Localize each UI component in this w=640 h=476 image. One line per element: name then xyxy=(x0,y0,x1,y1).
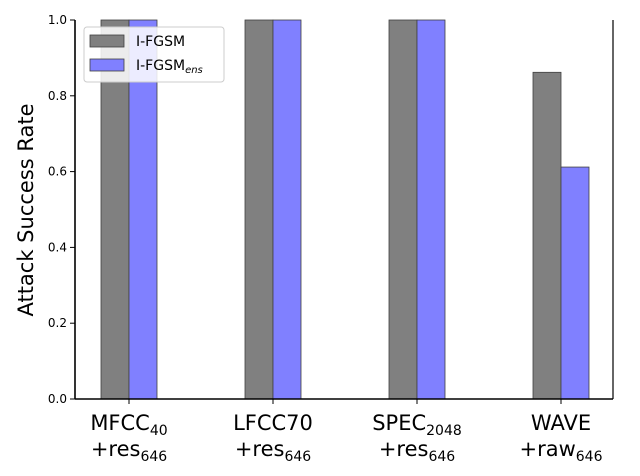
bar-ifgsm-0 xyxy=(100,19,130,400)
bar-ifgsm-1 xyxy=(244,19,274,400)
y-tick-label: 0.6 xyxy=(48,165,67,179)
y-tick-label: 1.0 xyxy=(48,13,67,27)
legend-label-1: I-FGSMens xyxy=(136,58,203,76)
legend-swatch-0 xyxy=(89,34,125,48)
x-axis-ticks: MFCC40+res646LFCC70+res646SPEC2048+res64… xyxy=(90,399,603,465)
x-tick-label-line1: LFCC70 xyxy=(233,411,313,435)
x-tick-label-line2: +res646 xyxy=(235,437,311,465)
bar-ifgsm-2 xyxy=(388,19,418,400)
y-axis-ticks: 0.0 0.2 0.4 0.6 0.8 1.0 xyxy=(48,13,75,406)
bar-ifgsm-ens-2 xyxy=(416,19,446,400)
x-tick-label-line2: +raw646 xyxy=(519,437,602,465)
legend-label-0: I-FGSM xyxy=(136,34,185,50)
x-tick-label-line1: MFCC40 xyxy=(90,411,167,439)
y-tick-label: 0.8 xyxy=(48,89,67,103)
bar-ifgsm-ens-1 xyxy=(272,19,302,400)
axes xyxy=(74,20,614,400)
y-tick-label: 0.2 xyxy=(48,316,67,330)
y-axis-label: Attack Success Rate xyxy=(14,103,38,316)
x-tick-label-line2: +res646 xyxy=(91,437,167,465)
bar-ifgsm-3 xyxy=(532,71,562,400)
x-tick-label-line2: +res646 xyxy=(379,437,455,465)
legend-swatch-1 xyxy=(89,58,125,72)
y-tick-label: 0.4 xyxy=(48,240,67,254)
x-tick-label-line1: SPEC2048 xyxy=(372,411,462,439)
bars xyxy=(100,19,590,400)
bar-ifgsm-ens-3 xyxy=(560,166,590,400)
legend: I-FGSM I-FGSMens xyxy=(83,26,225,83)
y-tick-label: 0.0 xyxy=(48,392,67,406)
x-tick-label-line1: WAVE xyxy=(531,411,591,435)
